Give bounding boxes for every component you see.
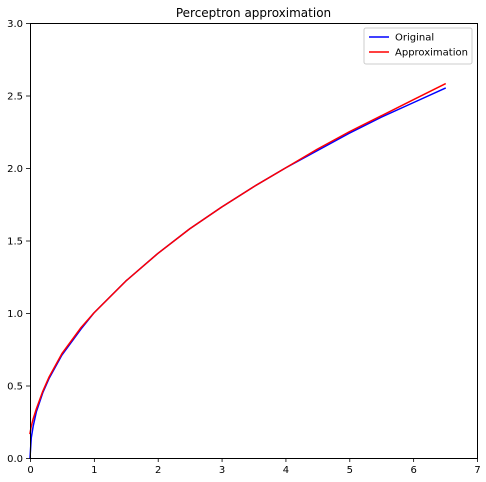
x-tick-label: 6 xyxy=(410,465,416,476)
x-tick-label: 4 xyxy=(283,465,289,476)
y-tick-label: 3.0 xyxy=(7,19,23,30)
x-tick-label: 3 xyxy=(219,465,225,476)
y-tick-label: 1.0 xyxy=(7,309,23,320)
x-axis: 0 1 2 3 4 5 6 7 xyxy=(27,458,481,476)
y-axis: 0.0 0.5 1.0 1.5 2.0 2.5 3.0 xyxy=(7,19,30,465)
legend: Original Approximation xyxy=(363,27,473,65)
legend-label: Original xyxy=(395,33,434,44)
x-tick-label: 2 xyxy=(155,465,161,476)
y-tick-label: 2.5 xyxy=(7,92,23,103)
legend-item-original: Original xyxy=(369,33,434,44)
x-tick-label: 1 xyxy=(91,465,97,476)
y-tick-label: 1.5 xyxy=(7,237,23,248)
y-tick-label: 0.0 xyxy=(7,454,23,465)
legend-box xyxy=(363,27,473,65)
x-tick-label: 0 xyxy=(27,465,33,476)
x-tick-label: 7 xyxy=(474,465,480,476)
plot-area xyxy=(30,23,477,458)
chart-title: Perceptron approximation xyxy=(176,6,331,20)
legend-label: Approximation xyxy=(395,48,468,59)
y-tick-label: 2.0 xyxy=(7,164,23,175)
series-layer xyxy=(29,82,447,459)
legend-item-approximation: Approximation xyxy=(369,48,468,59)
x-tick-label: 5 xyxy=(347,465,353,476)
y-tick-label: 0.5 xyxy=(7,382,23,393)
series-line-approximation xyxy=(29,82,447,435)
plot-frame xyxy=(30,23,478,459)
